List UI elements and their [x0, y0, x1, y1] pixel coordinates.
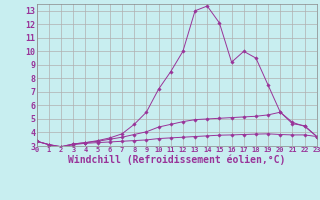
- X-axis label: Windchill (Refroidissement éolien,°C): Windchill (Refroidissement éolien,°C): [68, 155, 285, 165]
